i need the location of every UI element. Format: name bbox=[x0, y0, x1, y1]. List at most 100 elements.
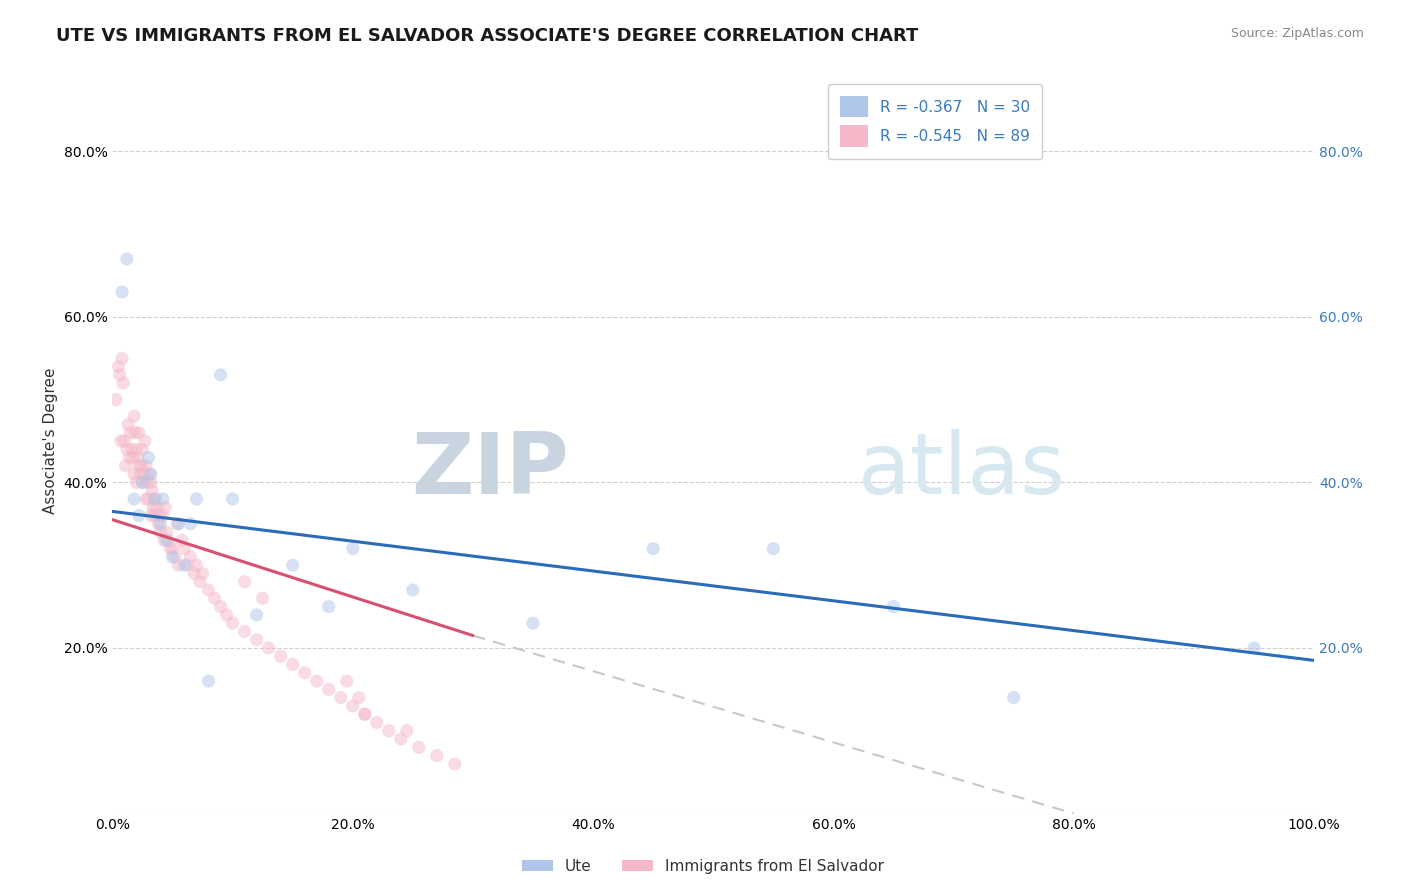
Point bbox=[318, 599, 340, 614]
Point bbox=[127, 450, 149, 465]
Point bbox=[149, 516, 172, 531]
Point bbox=[128, 458, 150, 473]
Text: ZIP: ZIP bbox=[412, 429, 569, 512]
Point bbox=[159, 541, 181, 556]
Point bbox=[1002, 690, 1025, 705]
Point bbox=[1243, 640, 1265, 655]
Point bbox=[121, 442, 143, 457]
Point bbox=[120, 425, 142, 440]
Point bbox=[426, 748, 449, 763]
Point bbox=[142, 500, 165, 515]
Point bbox=[138, 467, 160, 482]
Point bbox=[176, 558, 198, 573]
Point bbox=[347, 690, 370, 705]
Point bbox=[143, 491, 166, 506]
Point bbox=[146, 516, 169, 531]
Legend: Ute, Immigrants from El Salvador: Ute, Immigrants from El Salvador bbox=[516, 853, 890, 880]
Point bbox=[378, 723, 401, 738]
Point bbox=[115, 442, 138, 457]
Point bbox=[139, 467, 162, 482]
Point bbox=[141, 483, 163, 498]
Point bbox=[173, 541, 195, 556]
Point bbox=[138, 491, 160, 506]
Point bbox=[257, 640, 280, 655]
Point bbox=[124, 425, 146, 440]
Point bbox=[191, 566, 214, 581]
Point bbox=[353, 707, 375, 722]
Legend: R = -0.367   N = 30, R = -0.545   N = 89: R = -0.367 N = 30, R = -0.545 N = 89 bbox=[828, 84, 1042, 159]
Point bbox=[131, 442, 153, 457]
Point bbox=[105, 392, 128, 407]
Point bbox=[131, 475, 153, 490]
Point bbox=[246, 607, 269, 622]
Point bbox=[155, 500, 177, 515]
Point bbox=[353, 707, 375, 722]
Point bbox=[281, 558, 304, 573]
Point bbox=[134, 434, 156, 448]
Point bbox=[131, 475, 153, 490]
Y-axis label: Associate's Degree: Associate's Degree bbox=[44, 368, 58, 515]
Point bbox=[186, 491, 208, 506]
Point bbox=[129, 458, 152, 473]
Point bbox=[135, 458, 157, 473]
Point bbox=[221, 616, 243, 631]
Text: UTE VS IMMIGRANTS FROM EL SALVADOR ASSOCIATE'S DEGREE CORRELATION CHART: UTE VS IMMIGRANTS FROM EL SALVADOR ASSOC… bbox=[56, 27, 918, 45]
Point bbox=[122, 467, 145, 482]
Point bbox=[122, 491, 145, 506]
Point bbox=[762, 541, 785, 556]
Point bbox=[112, 376, 135, 390]
Point bbox=[149, 525, 172, 540]
Point bbox=[112, 434, 135, 448]
Point bbox=[108, 368, 131, 382]
Point bbox=[148, 508, 170, 523]
Point bbox=[152, 508, 174, 523]
Point bbox=[444, 756, 467, 771]
Point bbox=[166, 516, 188, 531]
Point bbox=[129, 467, 152, 482]
Point bbox=[128, 425, 150, 440]
Point bbox=[155, 533, 177, 548]
Point bbox=[336, 674, 359, 689]
Point bbox=[188, 574, 211, 589]
Point bbox=[643, 541, 665, 556]
Point bbox=[162, 541, 184, 556]
Point bbox=[180, 516, 202, 531]
Point bbox=[215, 607, 238, 622]
Point bbox=[183, 566, 205, 581]
Point bbox=[138, 450, 160, 465]
Point bbox=[167, 516, 190, 531]
Point bbox=[294, 665, 316, 680]
Point bbox=[111, 285, 134, 299]
Point bbox=[252, 591, 274, 606]
Point bbox=[209, 368, 232, 382]
Point bbox=[408, 740, 430, 755]
Point bbox=[118, 450, 141, 465]
Point bbox=[233, 624, 256, 639]
Point bbox=[246, 632, 269, 647]
Point bbox=[233, 574, 256, 589]
Point bbox=[128, 508, 150, 523]
Point bbox=[155, 525, 177, 540]
Text: atlas: atlas bbox=[858, 429, 1066, 512]
Point bbox=[110, 434, 132, 448]
Point bbox=[402, 582, 425, 597]
Point bbox=[342, 698, 364, 713]
Point bbox=[153, 533, 176, 548]
Point bbox=[204, 591, 226, 606]
Point bbox=[329, 690, 352, 705]
Point bbox=[111, 351, 134, 366]
Point bbox=[883, 599, 905, 614]
Point bbox=[117, 417, 139, 432]
Point bbox=[135, 491, 157, 506]
Point bbox=[114, 458, 136, 473]
Point bbox=[146, 500, 169, 515]
Point bbox=[318, 682, 340, 697]
Text: Source: ZipAtlas.com: Source: ZipAtlas.com bbox=[1230, 27, 1364, 40]
Point bbox=[125, 442, 148, 457]
Point bbox=[162, 549, 184, 564]
Point bbox=[197, 674, 219, 689]
Point bbox=[209, 599, 232, 614]
Point bbox=[136, 475, 159, 490]
Point bbox=[281, 657, 304, 672]
Point bbox=[172, 533, 194, 548]
